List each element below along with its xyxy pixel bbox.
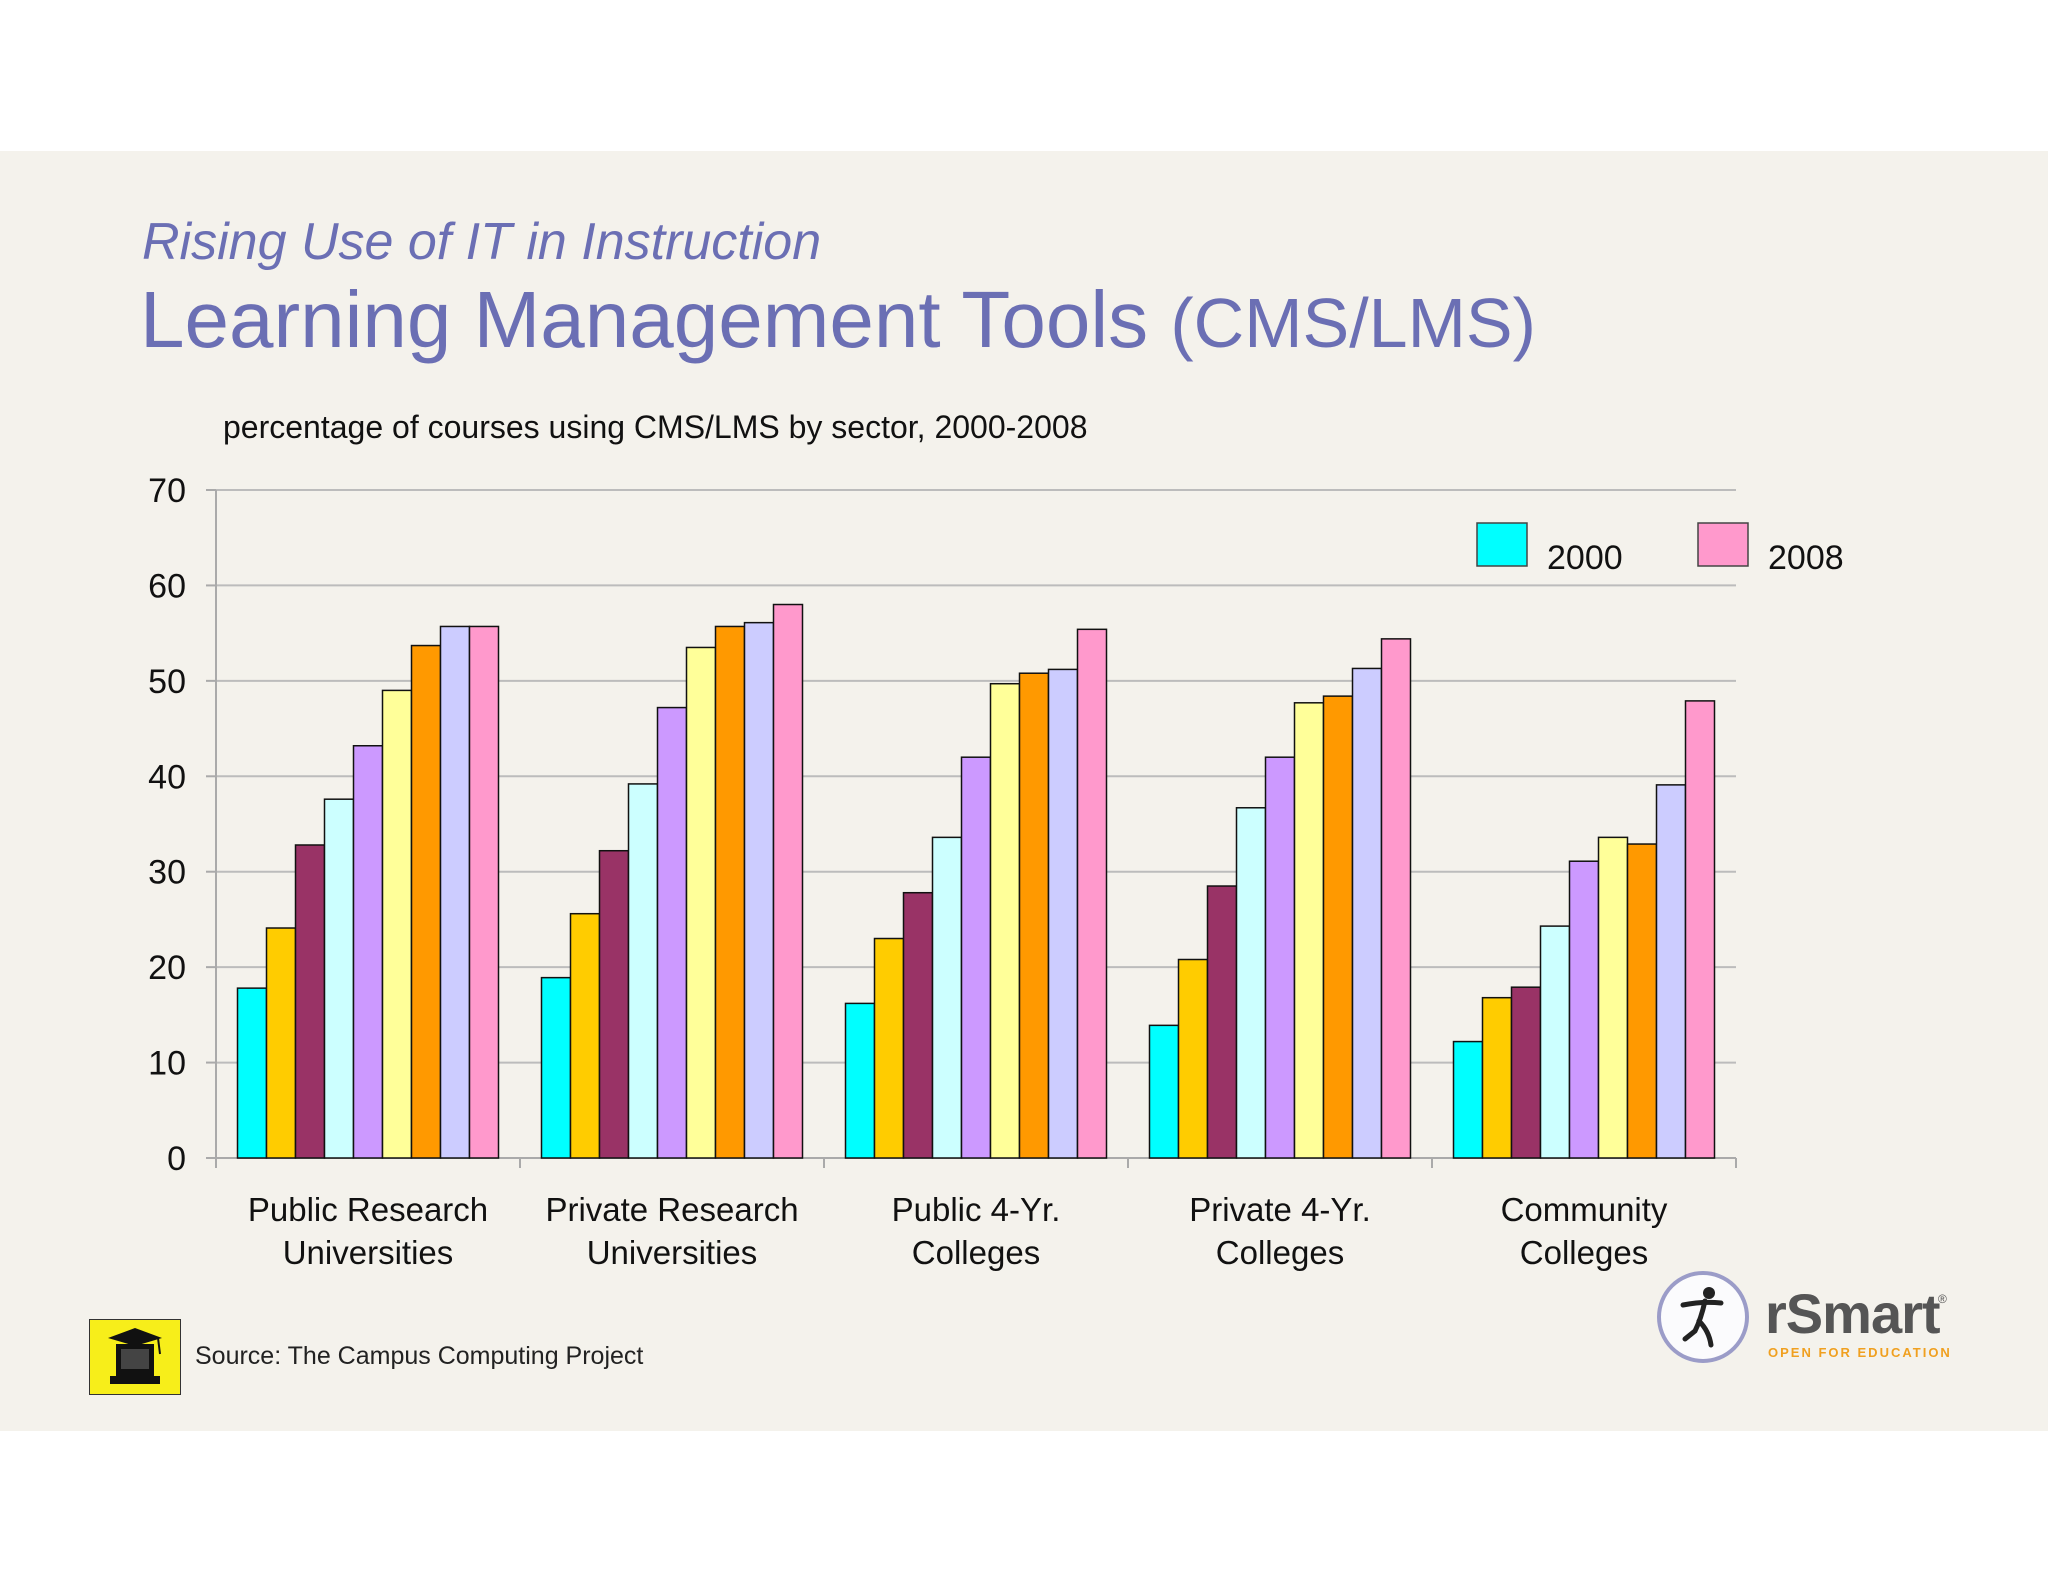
bar (265, 927, 297, 1159)
bar (743, 621, 775, 1159)
legend-swatch (1476, 522, 1528, 567)
chart-title: percentage of courses using CMS/LMS by s… (223, 409, 1087, 445)
bar (844, 1002, 876, 1159)
bar (656, 706, 688, 1159)
x-tick-label: Community (1501, 1191, 1668, 1228)
bar (1380, 638, 1412, 1159)
bars (236, 603, 1716, 1159)
bar (627, 783, 659, 1159)
bar (960, 756, 992, 1159)
logo-tagline: OPEN FOR EDUCATION (1768, 1345, 1952, 1360)
bar (540, 976, 572, 1159)
bar (410, 644, 442, 1159)
source-note: Source: The Campus Computing Project (195, 1342, 644, 1370)
bar (598, 849, 630, 1159)
y-tick-label: 60 (148, 567, 186, 605)
x-tick-label: Private 4-Yr. (1189, 1191, 1371, 1228)
bar (1481, 996, 1513, 1159)
bar (1452, 1040, 1484, 1159)
bar (439, 625, 471, 1159)
bar (569, 912, 601, 1159)
bar (1047, 668, 1079, 1159)
slide-subtitle: Rising Use of IT in Instruction (142, 213, 822, 271)
bar (1018, 672, 1050, 1159)
bar (931, 836, 963, 1159)
x-tick-label: Private Research (545, 1191, 798, 1228)
x-tick-label: Universities (587, 1234, 758, 1271)
graduation-computer-icon (89, 1319, 181, 1395)
bar (1293, 702, 1325, 1159)
y-tick-label: 20 (148, 949, 186, 987)
y-tick-label: 50 (148, 663, 186, 701)
y-tick-label: 70 (148, 472, 186, 510)
logo-name: rSmart (1765, 1282, 1941, 1345)
x-tick-label: Public 4-Yr. (892, 1191, 1061, 1228)
y-tick-label: 0 (167, 1140, 186, 1178)
bar (1626, 843, 1658, 1159)
bar (1177, 958, 1209, 1159)
bar (1684, 700, 1716, 1159)
bar (1568, 860, 1600, 1159)
bar (352, 744, 384, 1159)
bar (902, 891, 934, 1159)
bar (1264, 756, 1296, 1159)
x-tick-label: Colleges (912, 1234, 1040, 1271)
bar (294, 844, 326, 1159)
bar (1206, 885, 1238, 1159)
bar (1351, 667, 1383, 1159)
legend: 2000 2008 (1476, 522, 1844, 577)
bar (1655, 784, 1687, 1159)
bar (381, 689, 413, 1159)
y-tick-label: 10 (148, 1045, 186, 1083)
bar (1510, 986, 1542, 1159)
x-tick-label: Universities (283, 1234, 454, 1271)
bar (1148, 1024, 1180, 1159)
bar (873, 937, 905, 1159)
bar (772, 603, 804, 1159)
bar (1076, 628, 1108, 1159)
x-tick-label: Colleges (1520, 1234, 1648, 1271)
x-tick-label: Colleges (1216, 1234, 1344, 1271)
bar (1322, 695, 1354, 1159)
y-tick-label: 40 (148, 758, 186, 796)
legend-label: 2000 (1547, 539, 1623, 577)
bar (1235, 807, 1267, 1159)
slide-title: Learning Management Tools (CMS/LMS) (140, 274, 1536, 366)
dancing-figure-icon (1657, 1271, 1749, 1363)
legend-label: 2008 (1768, 539, 1844, 577)
logo-registered-mark: ® (1938, 1292, 1947, 1306)
bar (468, 625, 500, 1159)
bar (323, 798, 355, 1159)
y-tick-label: 30 (148, 854, 186, 892)
bar (236, 987, 268, 1159)
title-paren: (CMS/LMS) (1170, 284, 1536, 362)
title-main: Learning Management Tools (140, 275, 1149, 364)
bar (685, 646, 717, 1159)
x-tick-label: Public Research (248, 1191, 488, 1228)
bar (1597, 836, 1629, 1159)
bar (1539, 925, 1571, 1159)
x-tick-labels: Public Research Universities Private Resea… (248, 1191, 1668, 1271)
legend-swatch (1697, 522, 1749, 567)
bar (989, 682, 1021, 1159)
bar (714, 625, 746, 1159)
